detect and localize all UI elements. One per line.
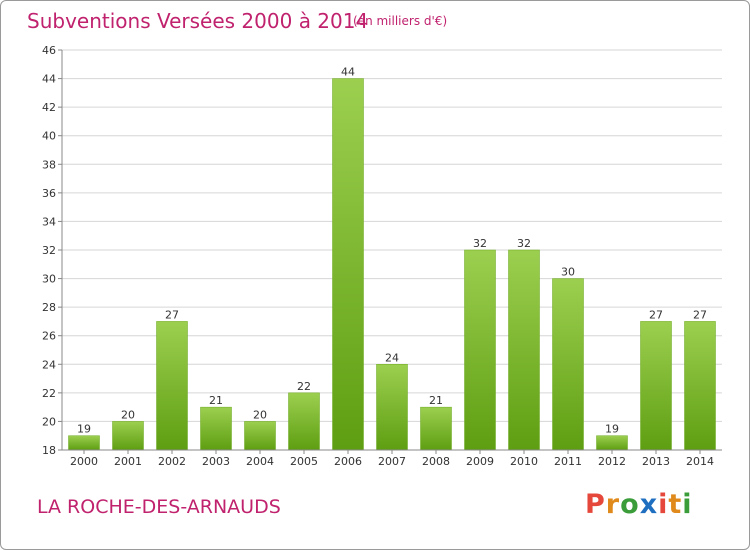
bar[interactable] xyxy=(464,249,496,451)
y-tick-label: 46 xyxy=(42,44,56,57)
bar[interactable] xyxy=(640,321,672,451)
bar-value-label: 44 xyxy=(341,66,355,79)
logo-letter: r xyxy=(605,489,621,520)
x-tick-label: 2012 xyxy=(598,455,626,468)
logo-letter: i xyxy=(658,489,669,520)
x-tick-label: 2002 xyxy=(158,455,186,468)
proxiti-logo[interactable]: Proxiti xyxy=(585,489,693,520)
x-tick-label: 2013 xyxy=(642,455,670,468)
y-tick-label: 20 xyxy=(42,415,56,428)
bar[interactable] xyxy=(420,406,452,451)
bar[interactable] xyxy=(596,435,628,451)
bar-value-label: 27 xyxy=(693,308,707,321)
y-tick-label: 42 xyxy=(42,101,56,114)
x-tick-label: 2014 xyxy=(686,455,714,468)
bar-value-label: 21 xyxy=(209,394,223,407)
y-tick-label: 28 xyxy=(42,301,56,314)
chart-title: Subventions Versées 2000 à 2014 xyxy=(27,9,369,33)
bar[interactable] xyxy=(332,78,364,451)
bar[interactable] xyxy=(200,406,232,451)
y-tick-label: 30 xyxy=(42,273,56,286)
y-tick-label: 24 xyxy=(42,358,56,371)
y-tick-label: 36 xyxy=(42,187,56,200)
x-tick-label: 2009 xyxy=(466,455,494,468)
x-tick-label: 2005 xyxy=(290,455,318,468)
bar-value-label: 19 xyxy=(605,423,619,436)
logo-letter: t xyxy=(668,489,683,520)
y-tick-label: 22 xyxy=(42,387,56,400)
x-tick-label: 2007 xyxy=(378,455,406,468)
bar[interactable] xyxy=(112,421,144,451)
logo-letter: x xyxy=(639,489,659,520)
x-tick-label: 2004 xyxy=(246,455,274,468)
x-tick-label: 2008 xyxy=(422,455,450,468)
bar[interactable] xyxy=(288,392,320,451)
x-tick-label: 2000 xyxy=(70,455,98,468)
bar[interactable] xyxy=(552,278,584,451)
bar[interactable] xyxy=(684,321,716,451)
bar-value-label: 32 xyxy=(473,237,487,250)
logo-letter: P xyxy=(585,489,606,520)
logo-letter: o xyxy=(620,489,640,520)
x-tick-label: 2006 xyxy=(334,455,362,468)
bar-value-label: 21 xyxy=(429,394,443,407)
logo-letter: i xyxy=(682,489,693,520)
bar-value-label: 27 xyxy=(165,308,179,321)
y-tick-label: 18 xyxy=(42,444,56,457)
x-tick-label: 2003 xyxy=(202,455,230,468)
bar[interactable] xyxy=(68,435,100,451)
x-tick-label: 2011 xyxy=(554,455,582,468)
y-tick-label: 44 xyxy=(42,73,56,86)
bar-value-label: 30 xyxy=(561,266,575,279)
y-tick-label: 26 xyxy=(42,330,56,343)
y-tick-label: 34 xyxy=(42,215,56,228)
y-tick-label: 32 xyxy=(42,244,56,257)
bar-value-label: 22 xyxy=(297,380,311,393)
x-tick-label: 2001 xyxy=(114,455,142,468)
bar[interactable] xyxy=(376,364,408,451)
y-tick-label: 40 xyxy=(42,130,56,143)
x-tick-label: 2010 xyxy=(510,455,538,468)
bar-value-label: 27 xyxy=(649,308,663,321)
bar-value-label: 32 xyxy=(517,237,531,250)
commune-name: LA ROCHE-DES-ARNAUDS xyxy=(37,496,281,518)
bar-value-label: 19 xyxy=(77,423,91,436)
chart-subtitle: (en milliers d'€) xyxy=(353,14,448,28)
bar[interactable] xyxy=(508,249,540,451)
bar-value-label: 24 xyxy=(385,351,399,364)
bar-value-label: 20 xyxy=(253,408,267,421)
y-tick-label: 38 xyxy=(42,158,56,171)
bar-value-label: 20 xyxy=(121,408,135,421)
bar[interactable] xyxy=(244,421,276,451)
bar[interactable] xyxy=(156,321,188,451)
